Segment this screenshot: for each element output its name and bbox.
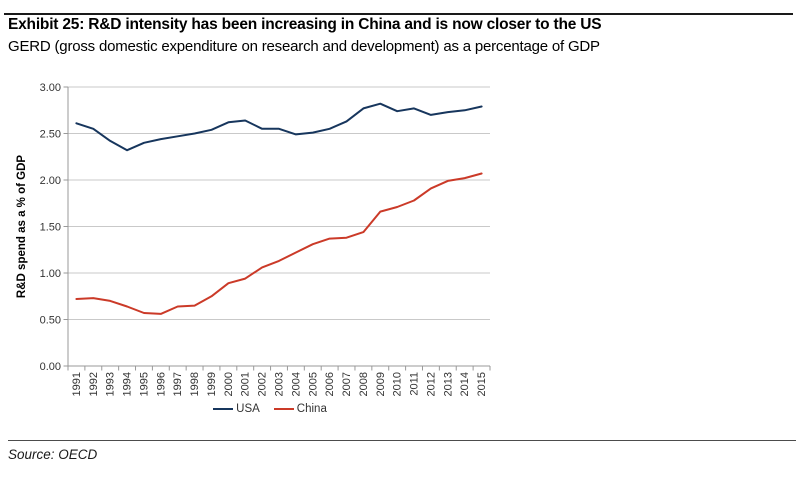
x-tick-label: 2011 [409,372,421,396]
y-tick-label: 1.50 [40,222,61,234]
legend-label-china: China [296,403,327,415]
legend-label-usa: USA [236,403,260,415]
x-tick-label: 2009 [375,372,387,396]
x-tick-label: 1991 [71,372,83,396]
x-tick-label: 2013 [442,372,454,396]
series-line-china [75,172,483,315]
source-note: Source: OECD [8,447,98,462]
y-tick-label: 1.00 [40,268,61,280]
x-tick-label: 2003 [274,372,286,396]
y-tick-label: 2.00 [40,175,61,187]
line-chart: 0.00 0.50 1.00 1.50 2.00 2.50 3.00 1991 1992 1993… [16,82,491,396]
china-line-swatch [273,407,294,411]
x-tick-label: 2012 [425,372,437,396]
x-tick-label: 1993 [105,372,117,396]
x-tick-label: 2000 [223,372,235,396]
x-tick-label: 2001 [240,372,252,396]
x-tick-label: 2014 [459,372,471,396]
top-rule [4,13,793,15]
x-tick-label: 2002 [257,372,269,396]
x-tick-label: 1998 [189,372,201,396]
series-line-usa [75,102,483,152]
y-tick-label: 0.00 [40,361,61,373]
y-axis-title: R&D spend as a % of GDP [16,155,28,298]
x-tick-label: 2007 [341,372,353,396]
x-tick-label: 2015 [476,372,488,396]
y-tick-label: 3.00 [40,82,61,94]
exhibit-subtitle: GERD (gross domestic expenditure on rese… [8,38,600,55]
x-tick-label: 1999 [206,372,218,396]
legend-item-china: China [273,403,327,415]
y-tick-label: 0.50 [40,315,61,327]
chart-legend: USA China [0,403,540,415]
x-tick-label: 2006 [324,372,336,396]
y-tick-label: 2.50 [40,129,61,141]
exhibit-title: Exhibit 25: R&D intensity has been incre… [8,16,602,33]
footer-rule [8,440,796,441]
x-tick-label: 1994 [122,372,134,396]
x-tick-label: 2005 [307,372,319,396]
x-tick-label: 1997 [172,372,184,396]
x-tick-label: 1996 [155,372,167,396]
x-tick-label: 1995 [138,372,150,396]
x-tick-label: 2008 [358,372,370,396]
usa-line-swatch [213,407,234,411]
x-tick-label: 2010 [392,372,404,396]
x-tick-label: 2004 [290,372,302,396]
legend-item-usa: USA [213,403,260,415]
x-tick-label: 1992 [88,372,100,396]
